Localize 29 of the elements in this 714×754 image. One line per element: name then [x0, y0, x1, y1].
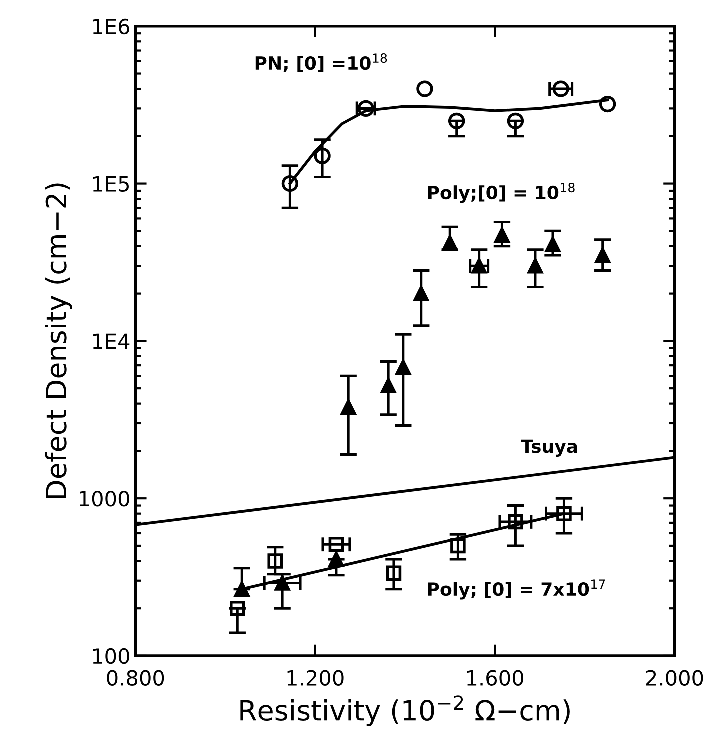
x-axis-title: Resistivity (10$^{−2}$ Ω−cm): [240, 696, 570, 726]
point: [314, 148, 331, 164]
x-tick-label: 0.800: [107, 670, 164, 686]
point: [416, 80, 434, 98]
annotation: PN; [0] =10$^{18}$: [256, 54, 388, 72]
x-tick-label: 1.200: [288, 670, 344, 686]
point: [556, 506, 572, 522]
point: [599, 96, 616, 113]
point: [328, 536, 344, 552]
point: [508, 514, 524, 530]
point: [386, 566, 402, 581]
point: [507, 112, 524, 130]
x-tick-label: 1.600: [468, 670, 524, 686]
annotation: Tsuya: [521, 440, 578, 457]
annotation: Poly; [0] = 7x10$^{17}$: [428, 580, 606, 600]
y-tick-label: 1E4: [93, 334, 130, 350]
point: [268, 554, 284, 569]
point: [282, 175, 299, 192]
x-tick-label: 2.000: [646, 670, 704, 686]
y-axis-title: Defect Density (cm−2): [45, 184, 72, 498]
point: [448, 112, 466, 130]
y-tick-label: 100: [93, 648, 130, 664]
y-tick-label: 1E6: [93, 18, 130, 35]
y-tick-label: 1000: [80, 491, 130, 507]
point: [230, 600, 246, 616]
point: [450, 538, 466, 554]
y-tick-label: 1E5: [93, 176, 129, 192]
annotation: Poly;[0] = 10$^{18}$: [428, 183, 575, 204]
point: [552, 80, 570, 98]
